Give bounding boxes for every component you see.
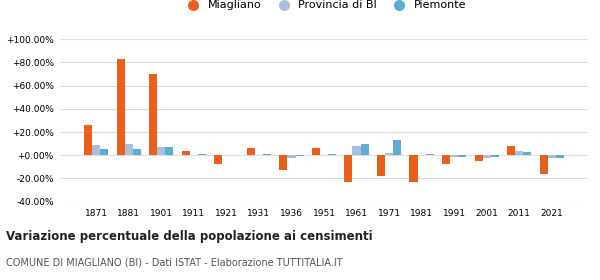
- Bar: [182, 151, 190, 155]
- Bar: [409, 155, 418, 182]
- Bar: [133, 150, 141, 155]
- Bar: [393, 140, 401, 155]
- Bar: [344, 155, 352, 182]
- Bar: [377, 155, 385, 176]
- Bar: [491, 155, 499, 157]
- Bar: [198, 154, 206, 155]
- Bar: [507, 146, 515, 155]
- Bar: [352, 146, 361, 155]
- Bar: [214, 155, 223, 164]
- Bar: [116, 59, 125, 155]
- Bar: [385, 153, 393, 155]
- Bar: [125, 144, 133, 155]
- Bar: [312, 148, 320, 155]
- Bar: [149, 74, 157, 155]
- Bar: [475, 155, 482, 161]
- Bar: [482, 155, 491, 158]
- Bar: [442, 155, 450, 164]
- Bar: [279, 155, 287, 170]
- Bar: [515, 151, 523, 155]
- Bar: [425, 154, 434, 155]
- Bar: [450, 155, 458, 157]
- Bar: [100, 149, 109, 155]
- Legend: Miagliano, Provincia di BI, Piemonte: Miagliano, Provincia di BI, Piemonte: [178, 0, 470, 15]
- Bar: [328, 154, 336, 155]
- Bar: [92, 145, 100, 155]
- Bar: [458, 155, 466, 157]
- Text: Variazione percentuale della popolazione ai censimenti: Variazione percentuale della popolazione…: [6, 230, 373, 242]
- Bar: [523, 152, 532, 155]
- Bar: [263, 154, 271, 155]
- Bar: [361, 144, 369, 155]
- Bar: [548, 155, 556, 158]
- Bar: [296, 155, 304, 156]
- Bar: [247, 148, 255, 155]
- Text: COMUNE DI MIAGLIANO (BI) - Dati ISTAT - Elaborazione TUTTITALIA.IT: COMUNE DI MIAGLIANO (BI) - Dati ISTAT - …: [6, 258, 343, 268]
- Bar: [166, 147, 173, 155]
- Bar: [539, 155, 548, 174]
- Bar: [84, 125, 92, 155]
- Bar: [157, 146, 166, 155]
- Bar: [556, 155, 564, 158]
- Bar: [287, 155, 296, 158]
